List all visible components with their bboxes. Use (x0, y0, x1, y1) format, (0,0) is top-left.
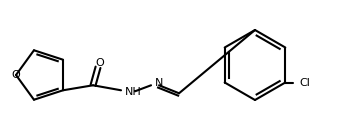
Text: Cl: Cl (299, 78, 310, 87)
Text: O: O (96, 58, 104, 68)
Text: O: O (12, 70, 20, 80)
Text: N: N (155, 78, 163, 88)
Text: NH: NH (125, 87, 142, 97)
